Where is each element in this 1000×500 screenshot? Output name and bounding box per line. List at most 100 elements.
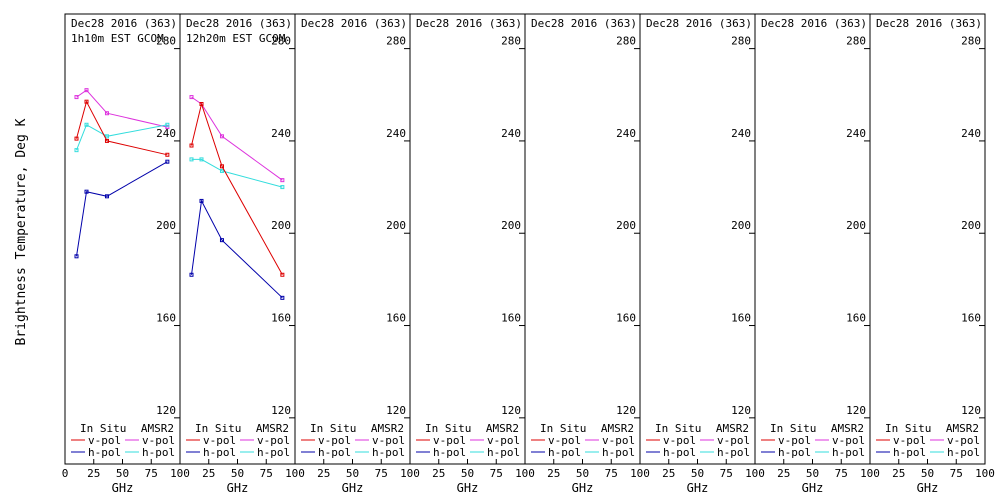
y-tick-label: 160	[961, 312, 981, 325]
legend-amsr2-label: AMSR2	[946, 422, 979, 435]
y-tick-label: 160	[271, 312, 291, 325]
legend-amsr2_h-text: h-pol	[487, 446, 520, 459]
y-tick-label: 200	[271, 219, 291, 232]
legend-amsr2-label: AMSR2	[601, 422, 634, 435]
legend-insitu-label: In Situ	[540, 422, 586, 435]
data-point-insitu_v	[189, 143, 194, 148]
x-axis-label: GHz	[917, 481, 939, 495]
data-point-amsr2_h	[165, 122, 170, 127]
legend-amsr2_h-text: h-pol	[257, 446, 290, 459]
y-tick-label: 280	[731, 35, 751, 48]
legend-insitu-label: In Situ	[195, 422, 241, 435]
data-point-amsr2_h	[219, 168, 224, 173]
x-axis-label: GHz	[687, 481, 709, 495]
panel-title: Dec28 2016 (363)	[301, 17, 407, 30]
x-axis-label: GHz	[457, 481, 479, 495]
y-tick-label: 240	[846, 127, 866, 140]
y-tick-label: 200	[961, 219, 981, 232]
x-tick-label: 50	[116, 467, 129, 480]
y-tick-label: 120	[846, 404, 866, 417]
series-line-insitu_v	[76, 100, 168, 156]
data-point-amsr2_v	[104, 111, 109, 116]
panel-1: Dec28 2016 (363) 1h10m EST GCOM 120 160 200 2…	[62, 13, 190, 495]
legend-amsr2-label: AMSR2	[716, 422, 749, 435]
x-axis-label: GHz	[112, 481, 134, 495]
legend-amsr2_v-text: v-pol	[372, 434, 405, 447]
legend-insitu_h-text: h-pol	[663, 446, 696, 459]
series-line-amsr2_h	[191, 158, 283, 188]
y-tick-label: 120	[501, 404, 521, 417]
data-point-amsr2_v	[84, 88, 89, 93]
x-tick-label: 50	[921, 467, 934, 480]
x-tick-label: 25	[202, 467, 215, 480]
y-tick-label: 240	[156, 127, 176, 140]
legend-insitu_v-text: v-pol	[778, 434, 811, 447]
legend-insitu_v-text: v-pol	[433, 434, 466, 447]
y-tick-label: 120	[616, 404, 636, 417]
legend-insitu_h-text: h-pol	[88, 446, 121, 459]
legend-insitu_v-text: v-pol	[203, 434, 236, 447]
legend-insitu_h-text: h-pol	[778, 446, 811, 459]
x-axis-label: GHz	[572, 481, 594, 495]
x-tick-label: 50	[691, 467, 704, 480]
x-tick-label: 100	[515, 467, 535, 480]
x-tick-label: 75	[490, 467, 503, 480]
x-tick-label: 50	[806, 467, 819, 480]
y-tick-label: 200	[156, 219, 176, 232]
x-tick-label: 0	[62, 467, 69, 480]
data-point-amsr2_v	[189, 95, 194, 100]
legend-insitu-label: In Situ	[310, 422, 356, 435]
data-point-amsr2_v	[219, 134, 224, 139]
x-axis-label: GHz	[802, 481, 824, 495]
series-line-amsr2_v	[191, 96, 283, 181]
x-tick-label: 50	[576, 467, 589, 480]
legend-amsr2-label: AMSR2	[256, 422, 289, 435]
x-tick-label: 25	[317, 467, 330, 480]
y-tick-label: 160	[501, 312, 521, 325]
y-tick-label: 160	[156, 312, 176, 325]
panel-frame	[524, 13, 641, 465]
legend-amsr2_v-text: v-pol	[487, 434, 520, 447]
data-point-insitu_h	[165, 159, 170, 164]
data-point-insitu_h	[199, 198, 204, 203]
legend-amsr2_v-text: v-pol	[142, 434, 175, 447]
legend-amsr2_h-text: h-pol	[832, 446, 865, 459]
y-tick-label: 280	[156, 35, 176, 48]
series-line-insitu_v	[191, 102, 283, 276]
y-tick-label: 280	[961, 35, 981, 48]
panel-frame	[64, 13, 181, 465]
series-line-amsr2_v	[76, 89, 168, 128]
legend-insitu_v-text: v-pol	[893, 434, 926, 447]
legend-insitu_h-text: h-pol	[318, 446, 351, 459]
legend-insitu-label: In Situ	[885, 422, 931, 435]
data-point-amsr2_v	[165, 125, 170, 130]
legend-insitu-label: In Situ	[80, 422, 126, 435]
series-line-insitu_h	[191, 199, 283, 299]
legend-insitu-label: In Situ	[770, 422, 816, 435]
y-tick-label: 120	[731, 404, 751, 417]
legend-amsr2-label: AMSR2	[371, 422, 404, 435]
legend-amsr2-label: AMSR2	[141, 422, 174, 435]
x-tick-label: 75	[835, 467, 848, 480]
y-tick-label: 120	[961, 404, 981, 417]
legend-amsr2-label: AMSR2	[831, 422, 864, 435]
data-point-insitu_v	[165, 152, 170, 157]
x-tick-label: 75	[950, 467, 963, 480]
legend-insitu-label: In Situ	[655, 422, 701, 435]
y-tick-label: 200	[846, 219, 866, 232]
y-tick-label: 240	[271, 127, 291, 140]
data-point-insitu_h	[74, 254, 79, 259]
legend-insitu_v-text: v-pol	[318, 434, 351, 447]
legend-amsr2_v-text: v-pol	[257, 434, 290, 447]
legend-amsr2_h-text: h-pol	[142, 446, 175, 459]
data-point-insitu_h	[189, 272, 194, 277]
data-point-amsr2_v	[74, 95, 79, 100]
y-tick-label: 240	[731, 127, 751, 140]
